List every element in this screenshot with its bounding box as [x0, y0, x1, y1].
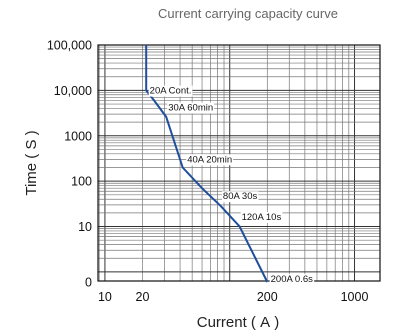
- annotation-label: 120A 10s: [242, 212, 282, 223]
- x-tick-label: 20: [136, 290, 150, 304]
- annotation-bg: [269, 273, 315, 285]
- annotation-label: 40A 20min: [187, 154, 232, 165]
- annotation-bg: [240, 211, 283, 223]
- annotation-label: 30A 60min: [168, 103, 213, 114]
- annotation-label: 200A 0.6s: [271, 274, 314, 285]
- x-tick-label: 10: [98, 290, 112, 304]
- annotation-label: 80A 30s: [223, 191, 258, 202]
- y-tick-label: 100: [71, 175, 92, 189]
- x-tick-labels: 10 20 200 1000: [98, 290, 369, 304]
- x-tick-label: 1000: [341, 290, 369, 304]
- annotation-bg: [186, 154, 234, 166]
- y-tick-label: 0: [85, 275, 92, 289]
- x-tick-label: 200: [257, 290, 278, 304]
- y-tick-label: 100,000: [47, 39, 92, 53]
- chart-title: Current carrying capacity curve: [158, 6, 338, 21]
- x-axis-label: Current ( A ): [197, 314, 280, 331]
- annotation-label: 20A Cont.: [150, 86, 192, 97]
- plot-frame: [97, 44, 381, 282]
- y-tick-label: 10,000: [54, 84, 92, 98]
- y-tick-label: 10: [78, 220, 92, 234]
- annotation-bg: [221, 191, 259, 203]
- annotation-bg: [167, 102, 215, 114]
- annotations: 20A Cont. 30A 60min 40A 20min 80A 30s 120A 1…: [148, 85, 315, 285]
- grid: [98, 44, 380, 281]
- y-axis-label: Time ( S ): [23, 130, 40, 195]
- y-tick-label: 1000: [64, 129, 92, 143]
- annotation-bg: [148, 85, 193, 97]
